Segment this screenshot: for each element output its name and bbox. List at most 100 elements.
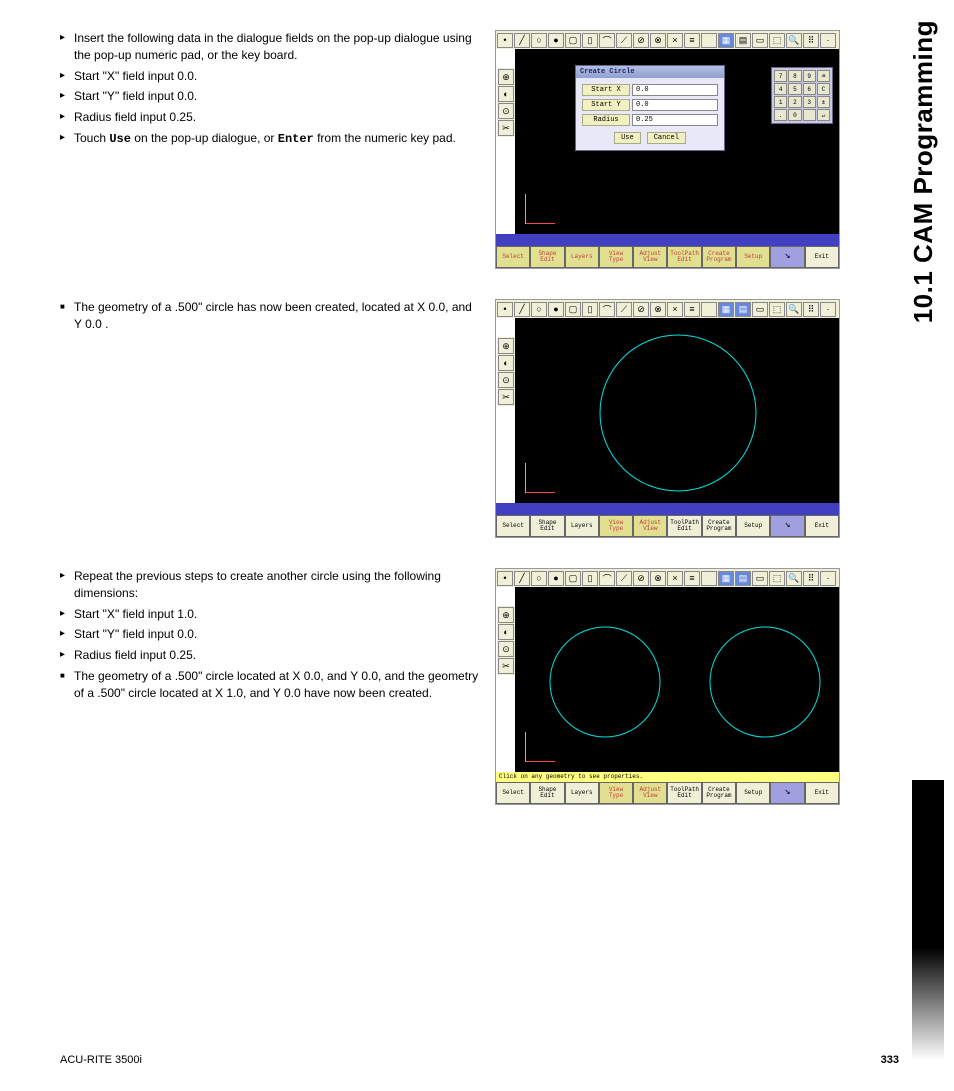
keypad-key[interactable]: 8 — [788, 70, 801, 82]
toolbar-icon[interactable]: ▦ — [718, 302, 734, 317]
toolbar-icon[interactable]: 🔍 — [786, 302, 802, 317]
toolbar-icon[interactable] — [701, 33, 717, 48]
toolbar-icon[interactable]: × — [667, 571, 683, 586]
toolbar-icon[interactable]: ╱ — [514, 571, 530, 586]
toolbar-icon[interactable]: ▭ — [752, 302, 768, 317]
toolbar-icon[interactable]: ⊗ — [650, 571, 666, 586]
soft-button[interactable]: Setup — [736, 515, 770, 537]
toolbar-icon[interactable]: ⊘ — [633, 571, 649, 586]
field-input[interactable]: 0.0 — [632, 99, 718, 111]
sidebar-icon[interactable]: ⊙ — [498, 641, 514, 657]
soft-button[interactable]: Select — [496, 515, 530, 537]
soft-button[interactable]: ToolPathEdit — [667, 246, 701, 268]
soft-button[interactable]: ToolPathEdit — [667, 515, 701, 537]
toolbar-icon[interactable]: ⬚ — [769, 302, 785, 317]
soft-button[interactable]: ↘ — [770, 782, 804, 804]
sidebar-icon[interactable]: ⊕ — [498, 338, 514, 354]
toolbar-icon[interactable]: ╱ — [514, 302, 530, 317]
soft-button[interactable]: Select — [496, 782, 530, 804]
toolbar-icon[interactable]: ⟋ — [616, 302, 632, 317]
soft-button[interactable]: CreateProgram — [702, 782, 736, 804]
toolbar-icon[interactable]: ● — [548, 302, 564, 317]
soft-button[interactable]: ShapeEdit — [530, 782, 564, 804]
toolbar-icon[interactable]: × — [667, 302, 683, 317]
toolbar-icon[interactable]: ▤ — [735, 302, 751, 317]
toolbar-icon[interactable]: ○ — [531, 571, 547, 586]
keypad-key[interactable]: 3 — [803, 96, 816, 108]
soft-button[interactable]: ↘ — [770, 515, 804, 537]
toolbar-icon[interactable]: · — [820, 302, 836, 317]
soft-button[interactable]: Select — [496, 246, 530, 268]
sidebar-icon[interactable]: ✂ — [498, 120, 514, 136]
soft-button[interactable]: Layers — [565, 782, 599, 804]
soft-button[interactable]: AdjustView — [633, 515, 667, 537]
toolbar-icon[interactable]: · — [820, 33, 836, 48]
field-input[interactable]: 0.25 — [632, 114, 718, 126]
toolbar-icon[interactable]: ▤ — [735, 33, 751, 48]
toolbar-icon[interactable]: ⟋ — [616, 33, 632, 48]
sidebar-icon[interactable]: ⊙ — [498, 103, 514, 119]
soft-button[interactable]: CreateProgram — [702, 515, 736, 537]
keypad-key[interactable]: 0 — [788, 109, 801, 121]
soft-button[interactable]: ViewType — [599, 515, 633, 537]
soft-button[interactable]: CreateProgram — [702, 246, 736, 268]
toolbar-icon[interactable]: ○ — [531, 302, 547, 317]
keypad-key[interactable]: 6 — [803, 83, 816, 95]
soft-button[interactable]: ToolPathEdit — [667, 782, 701, 804]
toolbar-icon[interactable]: ⊗ — [650, 302, 666, 317]
keypad-key[interactable]: 7 — [774, 70, 787, 82]
toolbar-icon[interactable]: • — [497, 571, 513, 586]
toolbar-icon[interactable]: ⌒ — [599, 302, 615, 317]
toolbar-icon[interactable]: ⬚ — [769, 571, 785, 586]
toolbar-icon[interactable]: • — [497, 302, 513, 317]
toolbar-icon[interactable]: ⊘ — [633, 302, 649, 317]
toolbar-icon[interactable]: ▢ — [565, 571, 581, 586]
toolbar-icon[interactable]: ⊗ — [650, 33, 666, 48]
sidebar-icon[interactable]: ⊕ — [498, 607, 514, 623]
sidebar-icon[interactable]: ◐ — [498, 624, 514, 640]
sidebar-icon[interactable]: ⊙ — [498, 372, 514, 388]
field-input[interactable]: 0.0 — [632, 84, 718, 96]
soft-button[interactable]: Exit — [805, 515, 839, 537]
toolbar-icon[interactable]: ▯ — [582, 302, 598, 317]
toolbar-icon[interactable]: ▯ — [582, 571, 598, 586]
toolbar-icon[interactable]: · — [820, 571, 836, 586]
toolbar-icon[interactable]: ⠿ — [803, 33, 819, 48]
keypad-key[interactable] — [803, 109, 816, 121]
toolbar-icon[interactable]: ≡ — [684, 571, 700, 586]
soft-button[interactable]: AdjustView — [633, 782, 667, 804]
toolbar-icon[interactable]: ○ — [531, 33, 547, 48]
soft-button[interactable]: ShapeEdit — [530, 515, 564, 537]
sidebar-icon[interactable]: ◐ — [498, 86, 514, 102]
keypad-key[interactable]: 5 — [788, 83, 801, 95]
keypad-key[interactable]: 1 — [774, 96, 787, 108]
soft-button[interactable]: Exit — [805, 246, 839, 268]
toolbar-icon[interactable]: • — [497, 33, 513, 48]
toolbar-icon[interactable]: 🔍 — [786, 571, 802, 586]
keypad-key[interactable]: 2 — [788, 96, 801, 108]
use-button[interactable]: Use — [614, 132, 641, 144]
soft-button[interactable]: Exit — [805, 782, 839, 804]
toolbar-icon[interactable]: ▭ — [752, 33, 768, 48]
toolbar-icon[interactable]: × — [667, 33, 683, 48]
keypad-key[interactable]: ± — [817, 96, 830, 108]
toolbar-icon[interactable]: ▢ — [565, 302, 581, 317]
toolbar-icon[interactable]: ▤ — [735, 571, 751, 586]
soft-button[interactable]: ShapeEdit — [530, 246, 564, 268]
toolbar-icon[interactable]: ▯ — [582, 33, 598, 48]
toolbar-icon[interactable]: ▦ — [718, 571, 734, 586]
toolbar-icon[interactable]: ▭ — [752, 571, 768, 586]
soft-button[interactable]: ViewType — [599, 782, 633, 804]
keypad-key[interactable]: ↵ — [817, 109, 830, 121]
toolbar-icon[interactable]: ● — [548, 571, 564, 586]
sidebar-icon[interactable]: ✂ — [498, 658, 514, 674]
keypad-key[interactable]: . — [774, 109, 787, 121]
toolbar-icon[interactable]: 🔍 — [786, 33, 802, 48]
keypad-key[interactable]: 4 — [774, 83, 787, 95]
soft-button[interactable]: Setup — [736, 782, 770, 804]
keypad-key[interactable]: 9 — [803, 70, 816, 82]
toolbar-icon[interactable]: ▢ — [565, 33, 581, 48]
sidebar-icon[interactable]: ◐ — [498, 355, 514, 371]
sidebar-icon[interactable]: ✂ — [498, 389, 514, 405]
sidebar-icon[interactable]: ⊕ — [498, 69, 514, 85]
